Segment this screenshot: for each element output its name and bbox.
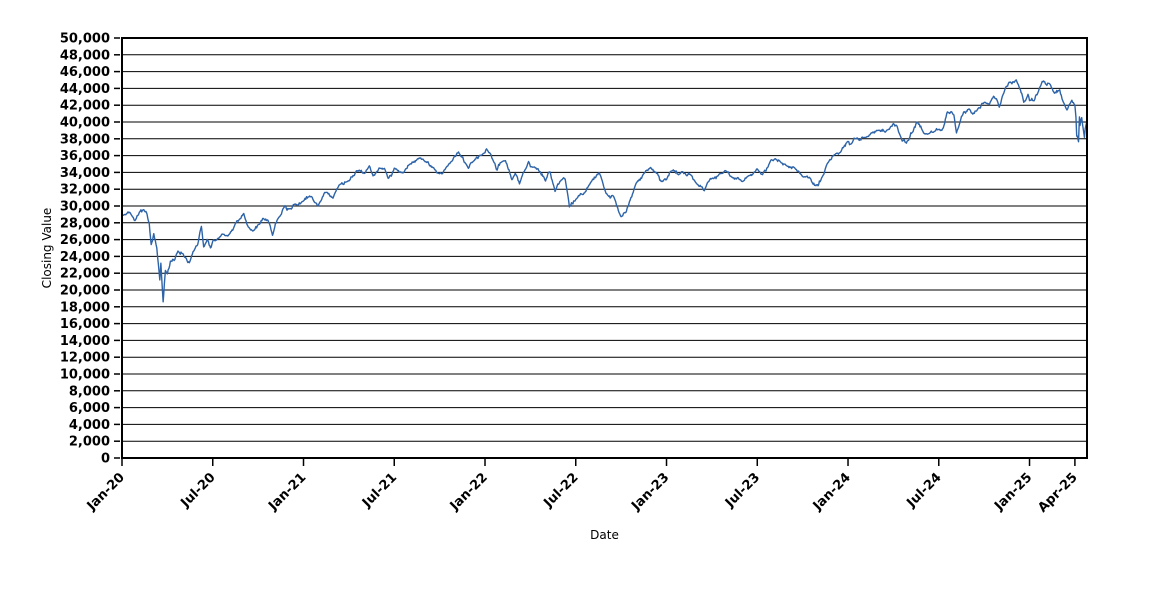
x-tick-label: Jul-23 xyxy=(722,470,763,511)
y-tick-label: 4,000 xyxy=(69,418,110,433)
x-axis-tickmarks xyxy=(121,459,1076,466)
y-tick-label: 20,000 xyxy=(60,284,110,299)
plot-area-frame xyxy=(121,37,1088,459)
y-tick-label: 40,000 xyxy=(60,116,110,131)
x-tick-label: Jan-25 xyxy=(991,470,1035,514)
y-tick-label: 18,000 xyxy=(60,300,110,315)
y-tick-label: 22,000 xyxy=(60,267,110,282)
y-tick-label: 48,000 xyxy=(60,48,110,63)
y-tick-label: 0 xyxy=(101,452,110,467)
x-tick-label: Jul-24 xyxy=(904,470,945,511)
y-tick-label: 24,000 xyxy=(60,250,110,265)
y-tick-label: 28,000 xyxy=(60,216,110,231)
x-tick-label: Jan-21 xyxy=(265,470,309,514)
y-tick-label: 30,000 xyxy=(60,200,110,215)
horizontal-gridlines xyxy=(122,37,1087,459)
y-tick-label: 46,000 xyxy=(60,65,110,80)
closing-value-line xyxy=(121,79,1088,303)
x-axis-title: Date xyxy=(590,528,619,542)
x-axis-tick-labels: Jan-20 Jul-20 Jan-21 Jul-21 Jan-22 Jul-22 Jan-… xyxy=(84,470,1081,515)
y-tick-label: 44,000 xyxy=(60,82,110,97)
x-tick-label: Jul-21 xyxy=(359,470,400,511)
y-tick-label: 34,000 xyxy=(60,166,110,181)
y-tick-label: 2,000 xyxy=(69,435,110,450)
y-tick-label: 6,000 xyxy=(69,401,110,416)
y-tick-label: 26,000 xyxy=(60,233,110,248)
y-tick-label: 42,000 xyxy=(60,99,110,114)
y-tick-label: 8,000 xyxy=(69,384,110,399)
x-tick-label: Jan-24 xyxy=(810,470,854,514)
y-tick-label: 12,000 xyxy=(60,351,110,366)
x-tick-label: Apr-25 xyxy=(1035,470,1080,515)
y-tick-label: 50,000 xyxy=(60,32,110,47)
y-tick-label: 36,000 xyxy=(60,149,110,164)
x-tick-label: Jan-22 xyxy=(447,470,491,514)
y-tick-label: 16,000 xyxy=(60,317,110,332)
y-tick-label: 38,000 xyxy=(60,132,110,147)
x-tick-label: Jan-23 xyxy=(628,470,672,514)
y-axis-title: Closing Value xyxy=(40,208,54,289)
x-tick-label: Jul-22 xyxy=(541,470,582,511)
y-tick-label: 14,000 xyxy=(60,334,110,349)
x-tick-label: Jan-20 xyxy=(84,470,128,514)
x-tick-label: Jul-20 xyxy=(178,470,219,511)
y-axis-tickmarks xyxy=(114,37,120,459)
y-tick-label: 10,000 xyxy=(60,368,110,383)
y-tick-label: 32,000 xyxy=(60,183,110,198)
